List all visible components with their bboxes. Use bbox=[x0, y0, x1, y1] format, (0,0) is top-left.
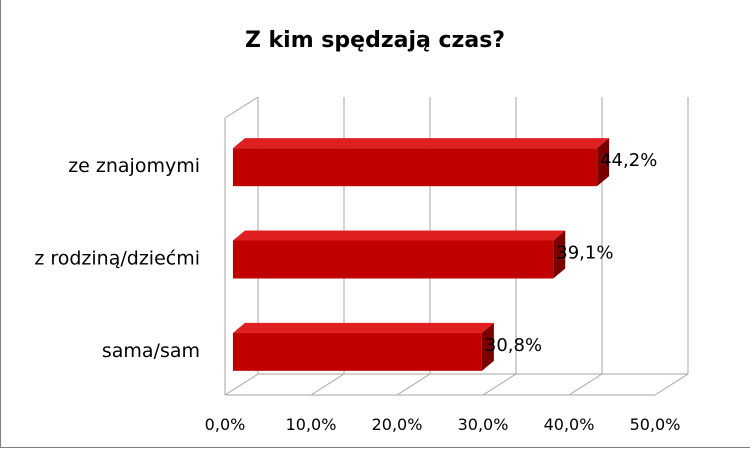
data-label: 39,1% bbox=[556, 243, 613, 264]
tick-label: 30,0% bbox=[458, 415, 509, 434]
tick-label: 20,0% bbox=[372, 415, 423, 434]
bar-top-face bbox=[233, 138, 610, 149]
floor-gridline bbox=[310, 373, 345, 396]
bar-side-face bbox=[553, 230, 566, 279]
data-label: 44,2% bbox=[600, 150, 657, 171]
floor-gridline bbox=[396, 373, 431, 396]
bar-front-face bbox=[233, 148, 598, 187]
bar-top-face bbox=[233, 322, 494, 333]
bar-side-face bbox=[481, 322, 494, 371]
bars-layer bbox=[233, 138, 610, 371]
data-label: 30,8% bbox=[485, 335, 542, 356]
floor-gridline bbox=[568, 373, 603, 396]
floor-gridline bbox=[482, 373, 517, 396]
bar-top-face bbox=[233, 230, 566, 241]
tick-label: 40,0% bbox=[544, 415, 595, 434]
bar-front-face bbox=[233, 332, 482, 371]
bar bbox=[233, 138, 610, 187]
bar-front-face bbox=[233, 240, 554, 279]
floor-gridline bbox=[224, 373, 259, 396]
tick-label: 50,0% bbox=[630, 415, 681, 434]
bar bbox=[233, 230, 566, 279]
chart-title: Z kim spędzają czas? bbox=[245, 28, 505, 53]
labels-layer: 0,0% 10,0% 20,0% 30,0% 40,0% 50,0% ze znajomym… bbox=[34, 150, 680, 434]
bar bbox=[233, 322, 494, 371]
tick-label: 10,0% bbox=[286, 415, 337, 434]
floor-gridline bbox=[654, 373, 689, 396]
category-label: sama/sam bbox=[102, 340, 200, 362]
category-label: z rodziną/dziećmi bbox=[34, 248, 200, 270]
bar-side-face bbox=[597, 138, 610, 187]
category-label: ze znajomymi bbox=[68, 155, 200, 177]
left-wall-top bbox=[224, 96, 259, 119]
tick-label: 0,0% bbox=[205, 415, 246, 434]
